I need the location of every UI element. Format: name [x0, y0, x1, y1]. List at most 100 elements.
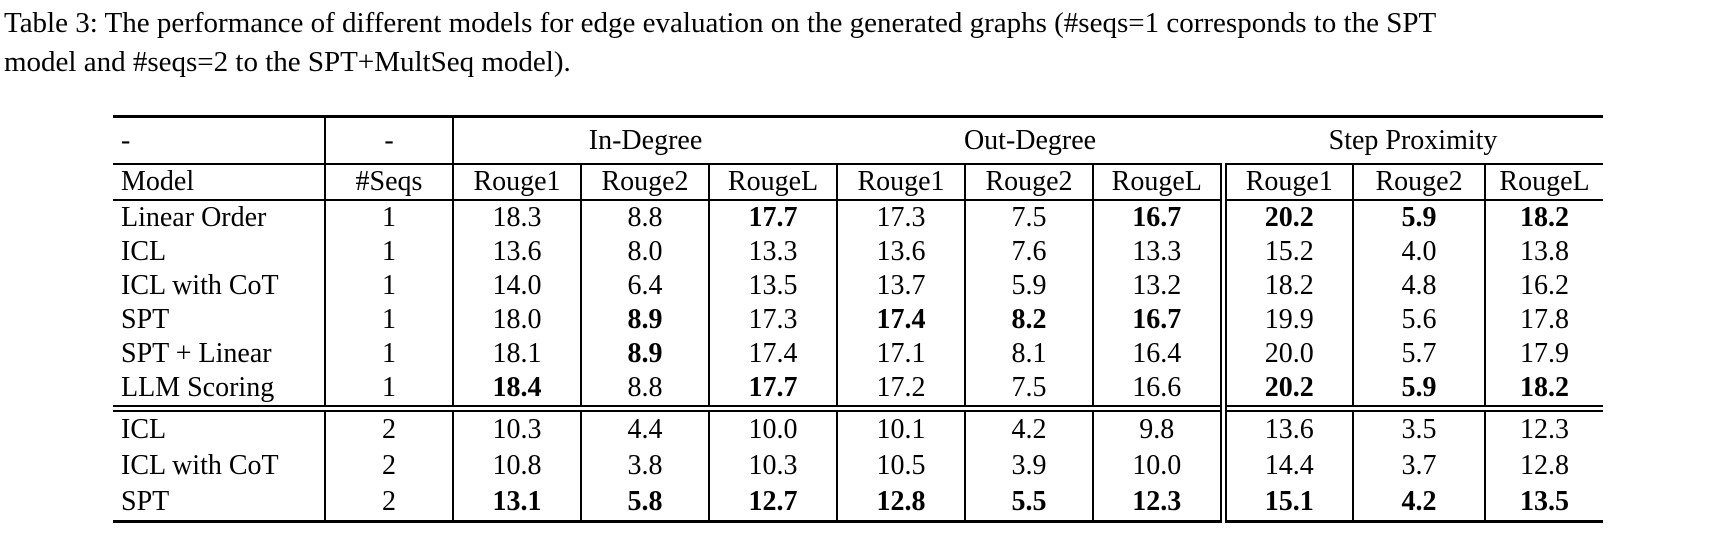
- cell-seqs: 1: [325, 303, 454, 337]
- cell-model: ICL with CoT: [113, 448, 326, 484]
- cell-value: 16.6: [1093, 371, 1227, 409]
- table-row: ICL with CoT 2 10.8 3.8 10.3 10.5 3.9 10.0 14.4 3…: [113, 448, 1603, 484]
- cell-value: 17.7: [709, 200, 839, 235]
- table-body: Linear Order 1 18.3 8.8 17.7 17.3 7.5 16.7 20.2 5…: [113, 200, 1604, 522]
- table-header: - - In-Degree Out-Degree Step Proximity Mode…: [113, 116, 1604, 201]
- cell-seqs: 1: [325, 269, 454, 303]
- cell-value: 16.7: [1093, 303, 1227, 337]
- column-header: Rouge1: [1223, 164, 1355, 201]
- cell-value: 18.3: [453, 200, 582, 235]
- cell-value: 5.7: [1353, 337, 1487, 371]
- cell-value: 20.0: [1223, 337, 1355, 371]
- cell-value: 17.4: [837, 303, 967, 337]
- cell-value: 18.4: [453, 371, 582, 409]
- cell-value: 13.7: [837, 269, 967, 303]
- cell-value: 4.2: [965, 405, 1095, 448]
- cell-value: 15.2: [1223, 235, 1355, 269]
- cell-value: 5.8: [581, 484, 710, 522]
- cell-value: 10.5: [837, 448, 967, 484]
- cell-value: 12.3: [1093, 484, 1227, 522]
- cell-value: 5.9: [1353, 371, 1487, 409]
- table-row: SPT 2 13.1 5.8 12.7 12.8 5.5 12.3 15.1 4.2 13.5: [113, 484, 1603, 522]
- cell-value: 17.3: [837, 200, 967, 235]
- cell-seqs: 1: [325, 235, 454, 269]
- cell-value: 10.1: [837, 405, 967, 448]
- cell-value: 10.0: [1093, 448, 1227, 484]
- cell-value: 13.1: [453, 484, 582, 522]
- column-header: #Seqs: [325, 164, 454, 201]
- cell-value: 16.2: [1520, 270, 1570, 301]
- column-header: Model: [113, 164, 326, 201]
- caption-line-1: Table 3: The performance of different mo…: [4, 7, 1437, 39]
- cell-value: 17.2: [837, 371, 967, 409]
- cell-value: 8.1: [965, 337, 1095, 371]
- cell-value: 10.0: [709, 405, 839, 448]
- cell-seqs: 2: [325, 405, 454, 448]
- cell-value: 12.7: [709, 484, 839, 522]
- cell-model: ICL: [113, 235, 326, 269]
- cell-value: 13.5: [1520, 486, 1570, 517]
- cell-model: Linear Order: [113, 200, 326, 235]
- cell-value: 4.2: [1353, 484, 1487, 522]
- cell-value: 12.8: [837, 484, 967, 522]
- cell-value: 16.7: [1093, 200, 1227, 235]
- cell-value: 20.2: [1223, 371, 1355, 409]
- cell-value: 18.1: [453, 337, 582, 371]
- cell-model: ICL: [113, 405, 326, 448]
- column-header: Rouge1: [837, 164, 967, 201]
- cell-value: 3.5: [1353, 405, 1487, 448]
- cell-value: 13.8: [1520, 236, 1570, 267]
- cell-value: 17.7: [709, 371, 839, 409]
- table-row: Linear Order 1 18.3 8.8 17.7 17.3 7.5 16.7 20.2 5…: [113, 200, 1603, 235]
- cell-value: 10.8: [453, 448, 582, 484]
- cell-value: 7.5: [965, 371, 1095, 409]
- cell-value: 8.9: [581, 337, 710, 371]
- cell-value: 17.3: [709, 303, 839, 337]
- table-row: ICL 1 13.6 8.0 13.3 13.6 7.6 13.3 15.2 4.0 13.8: [113, 235, 1603, 269]
- table-caption: Table 3: The performance of different mo…: [4, 4, 1436, 82]
- cell-value: 18.2: [1520, 202, 1570, 233]
- header-group-row: - - In-Degree Out-Degree Step Proximity: [113, 116, 1604, 165]
- cell-value: 10.3: [709, 448, 839, 484]
- cell-value: 7.5: [965, 200, 1095, 235]
- cell-model: SPT: [113, 303, 326, 337]
- cell-value: 12.3: [1485, 405, 1604, 448]
- results-table: - - In-Degree Out-Degree Step Proximity Mode…: [113, 115, 1604, 523]
- cell-seqs: 2: [325, 448, 454, 484]
- cell-value: 14.4: [1223, 448, 1355, 484]
- cell-value: 6.4: [581, 269, 710, 303]
- cell-value: 8.2: [965, 303, 1095, 337]
- cell-value: 13.3: [1093, 235, 1227, 269]
- cell-value: 17.8: [1520, 304, 1570, 335]
- cell-value: 19.9: [1223, 303, 1355, 337]
- cell-value: 8.8: [581, 200, 710, 235]
- cell-seqs: 1: [325, 371, 454, 409]
- cell-value: 18.2: [1520, 372, 1570, 403]
- column-header: Rouge2: [965, 164, 1095, 201]
- cell-value: 20.2: [1223, 200, 1355, 235]
- cell-value: 3.8: [581, 448, 710, 484]
- cell-model: SPT: [113, 484, 326, 522]
- cell-value: 5.9: [1353, 200, 1487, 235]
- column-header: Rouge2: [581, 164, 710, 201]
- cell-value: 17.4: [709, 337, 839, 371]
- cell-value: 13.6: [453, 235, 582, 269]
- table-row: LLM Scoring 1 18.4 8.8 17.7 17.2 7.5 16.6 20.2 5.…: [113, 371, 1603, 409]
- table-row: ICL 2 10.3 4.4 10.0 10.1 4.2 9.8 13.6 3.5 12.3: [113, 405, 1604, 448]
- cell-value: 12.8: [1520, 450, 1570, 481]
- cell-model: ICL with CoT: [113, 269, 326, 303]
- cell-value: 4.0: [1353, 235, 1487, 269]
- cell-seqs: 1: [325, 337, 454, 371]
- column-header: Rouge2: [1353, 164, 1487, 201]
- cell-value: 13.5: [709, 269, 839, 303]
- cell-value: 18.2: [1223, 269, 1355, 303]
- column-group-header: -: [325, 116, 454, 165]
- cell-value: 13.2: [1093, 269, 1227, 303]
- cell-seqs: 1: [325, 200, 454, 235]
- column-group-header: Step Proximity: [1223, 116, 1604, 165]
- column-header: Rouge1: [453, 164, 582, 201]
- cell-value: 3.9: [965, 448, 1095, 484]
- column-group-header: -: [113, 116, 326, 165]
- cell-value: 8.0: [581, 235, 710, 269]
